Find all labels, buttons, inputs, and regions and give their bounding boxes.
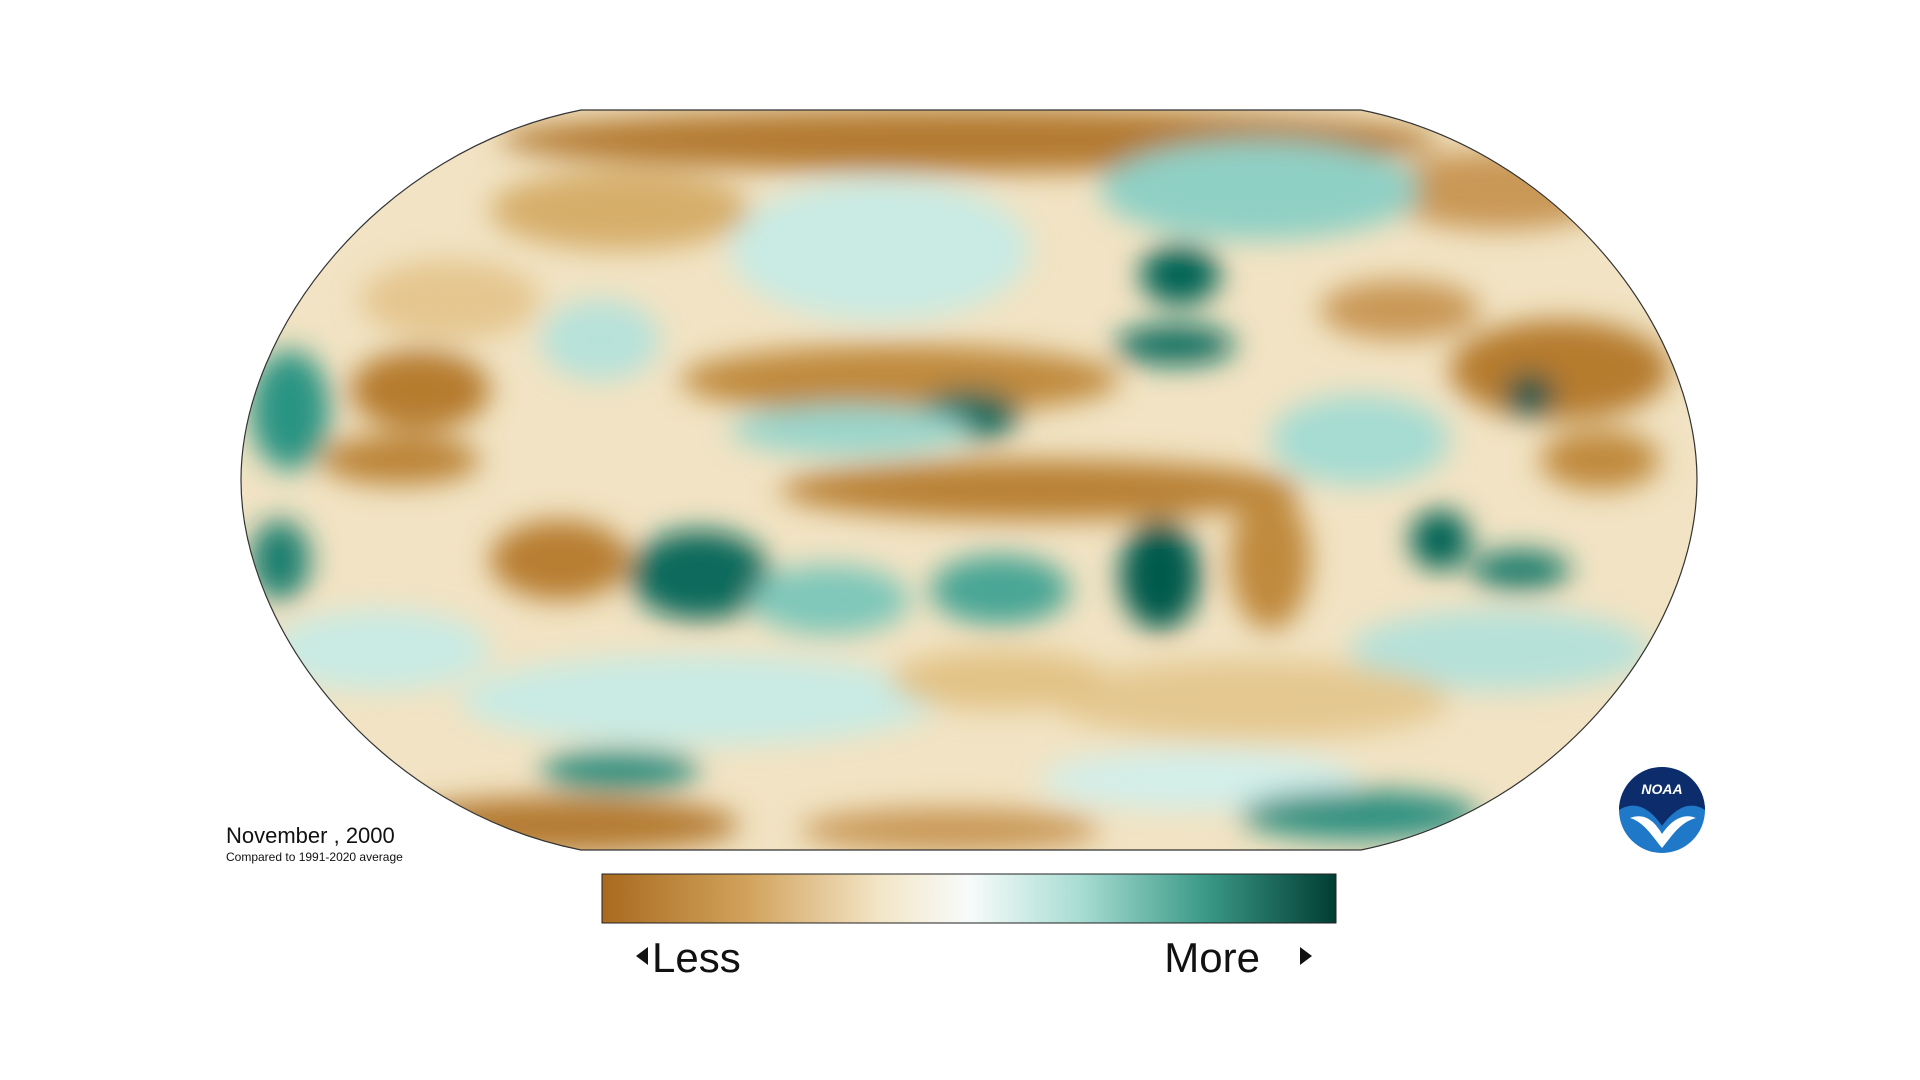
- map-outline: [240, 109, 1698, 851]
- map-subtitle: Compared to 1991-2020 average: [226, 850, 403, 864]
- anomaly-map: [241, 110, 1697, 850]
- arrow-right: [1300, 947, 1312, 965]
- color-bar: [601, 873, 1337, 924]
- noaa-logo: NOAA: [1619, 767, 1705, 853]
- arrow-left: [636, 947, 648, 965]
- logo-text: NOAA: [1641, 781, 1682, 797]
- legend-low: Less: [652, 934, 741, 981]
- legend-high: More: [1164, 934, 1260, 981]
- map-date: November , 2000: [226, 823, 395, 848]
